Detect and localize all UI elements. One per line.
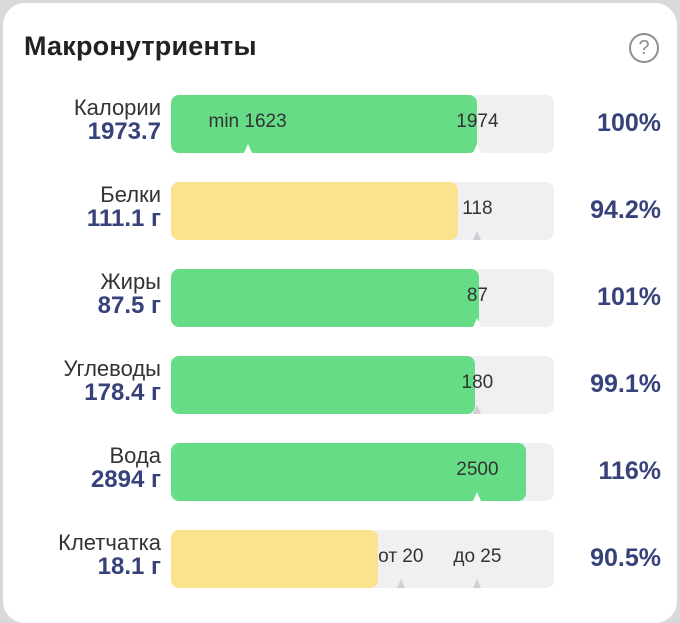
progress-track: от 20 до 25	[171, 530, 554, 588]
nutrient-value: 2894 г	[90, 466, 161, 493]
target-marker-label: 180	[461, 372, 494, 393]
target-marker-label: 118	[462, 198, 493, 219]
target-tick	[473, 492, 482, 501]
nutrient-value: 1973.7	[87, 118, 161, 145]
target-marker-label: до 25	[453, 546, 502, 567]
nutrient-label: Клетчатка	[58, 530, 161, 555]
nutrient-percent: 90.5%	[590, 544, 661, 572]
target-marker-label: от 20	[378, 546, 424, 567]
progress-track: 118	[171, 182, 554, 240]
target-tick	[473, 405, 482, 414]
progress-track: min 1623 1974	[171, 95, 554, 153]
nutrient-row[interactable]: Углеводы 178.4 г 180 99.1%	[3, 356, 680, 416]
nutrient-percent: 94.2%	[590, 196, 661, 224]
nutrient-label: Углеводы	[63, 356, 161, 381]
progress-fill	[171, 182, 458, 240]
progress-track: 2500	[171, 443, 554, 501]
nutrient-label: Калории	[73, 95, 161, 120]
progress-fill	[171, 356, 475, 414]
progress-track: 180	[171, 356, 554, 414]
target-tick	[396, 579, 405, 588]
nutrient-percent: 101%	[597, 283, 661, 311]
target-tick	[473, 579, 482, 588]
help-icon[interactable]: ?	[629, 33, 659, 63]
macronutrients-card: Макронутриенты ? Калории 1973.7 min 1623 19…	[3, 3, 677, 623]
target-tick	[473, 144, 482, 153]
target-marker-label: 87	[466, 285, 488, 306]
card-title: Макронутриенты	[24, 31, 257, 61]
nutrient-percent: 100%	[597, 109, 661, 137]
nutrient-row[interactable]: Жиры 87.5 г 87 101%	[3, 269, 680, 329]
nutrient-value: 111.1 г	[86, 205, 161, 232]
nutrient-row[interactable]: Клетчатка 18.1 г от 20 до 25 90.5%	[3, 530, 680, 590]
target-tick	[473, 318, 482, 327]
target-marker-label: 2500	[456, 459, 499, 480]
nutrient-row[interactable]: Калории 1973.7 min 1623 1974 100%	[3, 95, 680, 155]
nutrient-label: Жиры	[100, 269, 161, 294]
nutrient-percent: 99.1%	[590, 370, 661, 398]
progress-fill	[171, 95, 477, 153]
nutrient-label: Вода	[109, 443, 162, 468]
progress-track: 87	[171, 269, 554, 327]
nutrient-row[interactable]: Белки 111.1 г 118 94.2%	[3, 182, 680, 242]
nutrient-value: 18.1 г	[97, 553, 161, 580]
target-tick	[243, 144, 252, 153]
nutrient-percent: 116%	[598, 457, 661, 485]
nutrient-value: 87.5 г	[97, 292, 161, 319]
progress-fill	[171, 530, 378, 588]
progress-fill	[171, 269, 479, 327]
nutrient-row[interactable]: Вода 2894 г 2500 116%	[3, 443, 680, 503]
target-marker-label: min 1623	[208, 111, 287, 132]
nutrient-value: 178.4 г	[84, 379, 161, 406]
target-marker-label: 1974	[456, 111, 499, 132]
target-tick	[473, 231, 482, 240]
progress-fill	[171, 443, 526, 501]
nutrient-label: Белки	[100, 182, 161, 207]
